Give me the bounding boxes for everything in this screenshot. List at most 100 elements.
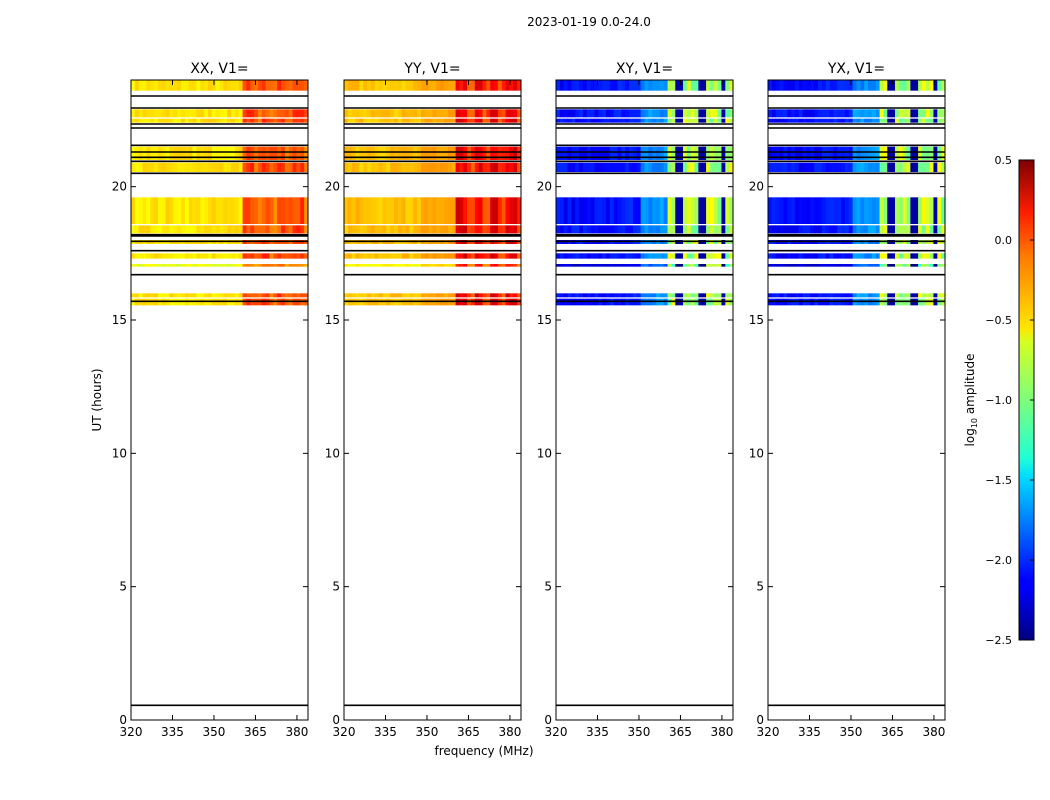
- heat-cell: [871, 80, 877, 91]
- heat-cell: [879, 225, 884, 234]
- heat-cell: [165, 225, 170, 234]
- heat-cell: [405, 146, 410, 160]
- heat-cell: [598, 118, 603, 123]
- heat-cell: [694, 225, 699, 234]
- heat-cell: [632, 109, 638, 118]
- heat-cell: [420, 109, 426, 118]
- heat-cell: [142, 264, 147, 267]
- heat-cell: [382, 109, 387, 118]
- heat-cell: [868, 197, 873, 224]
- heat-cell: [401, 225, 406, 234]
- heat-cell: [467, 118, 472, 123]
- heat-cell: [428, 253, 433, 259]
- heat-cell: [694, 162, 699, 172]
- heat-cell: [173, 197, 178, 224]
- heat-cell: [621, 109, 626, 118]
- heat-cell: [351, 264, 356, 267]
- heat-cell: [644, 80, 649, 91]
- heat-cell: [497, 80, 503, 91]
- heat-cell: [347, 118, 353, 123]
- heat-cell: [304, 162, 309, 172]
- heat-cell: [451, 293, 456, 298]
- heat-cell: [575, 109, 580, 118]
- heat-cell: [154, 264, 159, 267]
- heat-cell: [447, 197, 453, 224]
- heat-cell: [207, 253, 213, 259]
- heat-cell: [682, 80, 688, 91]
- heat-cell: [192, 264, 197, 267]
- heat-cell: [702, 118, 707, 123]
- heat-cell: [713, 253, 719, 259]
- heat-cell: [142, 109, 147, 118]
- heat-cell: [821, 146, 827, 160]
- heat-cell: [556, 253, 561, 259]
- heat-cell: [157, 197, 163, 224]
- heat-cell: [150, 225, 155, 234]
- heat-cell: [482, 146, 487, 160]
- heat-cell: [659, 118, 665, 123]
- heat-cell: [397, 253, 403, 259]
- heat-cell: [941, 146, 946, 160]
- heat-cell: [856, 162, 861, 172]
- heat-cell: [142, 80, 147, 91]
- heat-cell: [478, 109, 483, 118]
- x-tick-label: 335: [798, 725, 821, 739]
- heat-cell: [644, 264, 649, 267]
- heat-cell: [196, 80, 201, 91]
- heat-cell: [367, 80, 372, 91]
- heat-cell: [667, 225, 672, 234]
- heat-cell: [910, 80, 915, 91]
- heat-cell: [169, 80, 174, 91]
- heat-cell: [351, 109, 356, 118]
- colorbar-label: log10 amplitude: [963, 354, 979, 447]
- heat-cell: [659, 264, 665, 267]
- heat-cell: [829, 162, 834, 172]
- heat-cell: [165, 162, 170, 172]
- heat-cell: [914, 197, 919, 224]
- heat-cell: [344, 109, 349, 118]
- heat-cell: [296, 293, 301, 298]
- heat-cell: [161, 109, 167, 118]
- heat-cell: [142, 146, 147, 160]
- heat-cell: [918, 264, 923, 267]
- heat-cell: [150, 264, 155, 267]
- heat-cell: [771, 293, 777, 298]
- heat-cell: [779, 253, 784, 259]
- heat-cell: [173, 264, 178, 267]
- heat-cell: [161, 80, 167, 91]
- heat-cell: [694, 80, 699, 91]
- heat-cell: [586, 253, 592, 259]
- heat-cell: [238, 146, 243, 160]
- heat-cell: [848, 146, 854, 160]
- heat-cell: [891, 264, 896, 267]
- heat-cell: [925, 109, 931, 118]
- heat-cell: [470, 197, 476, 224]
- data-band-9: [131, 264, 309, 267]
- heat-cell: [273, 253, 278, 259]
- heat-cell: [378, 225, 383, 234]
- heat-cell: [906, 118, 911, 123]
- heat-cell: [474, 293, 480, 298]
- heat-cell: [567, 109, 572, 118]
- heat-cell: [663, 109, 668, 118]
- heat-cell: [798, 293, 804, 298]
- heat-cell: [887, 293, 892, 298]
- heat-cell: [405, 225, 410, 234]
- heat-cell: [879, 118, 884, 123]
- y-tick-label: 20: [749, 180, 764, 194]
- y-tick-label: 20: [112, 180, 127, 194]
- heat-cell: [937, 197, 942, 224]
- data-band-9: [344, 264, 522, 267]
- heat-cell: [856, 293, 861, 298]
- heat-cell: [254, 253, 259, 259]
- heat-cell: [184, 264, 190, 267]
- heat-cell: [513, 197, 518, 224]
- heat-cell: [717, 146, 722, 160]
- heat-cell: [571, 197, 576, 224]
- heat-cell: [791, 253, 796, 259]
- heat-cell: [914, 109, 919, 118]
- heat-cell: [390, 264, 395, 267]
- heat-cell: [802, 293, 807, 298]
- heat-cell: [860, 162, 865, 172]
